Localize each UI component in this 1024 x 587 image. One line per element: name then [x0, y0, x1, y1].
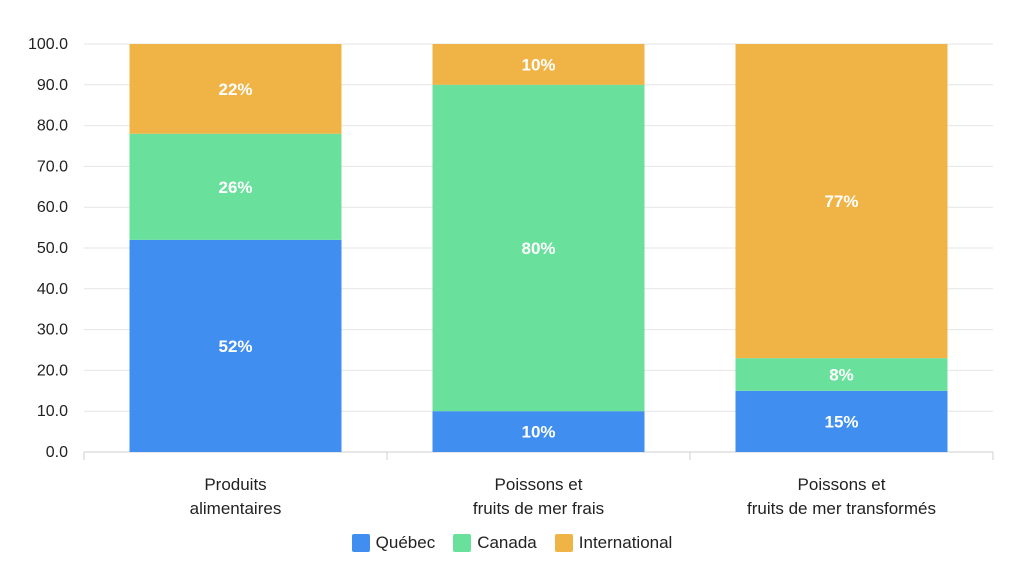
bar-segment[interactable]: [129, 133, 342, 240]
legend-swatch-quebec: [351, 534, 370, 552]
legend-label-quebec: Québec: [375, 533, 436, 552]
x-category-label: fruits de mer frais: [473, 499, 604, 518]
data-label: 8%: [829, 365, 854, 384]
data-label: 26%: [218, 178, 252, 197]
y-tick-label: 30.0: [37, 322, 68, 339]
bar-segment[interactable]: [129, 239, 342, 452]
x-category-label: alimentaires: [190, 499, 282, 518]
data-label: 10%: [521, 423, 555, 442]
y-axis-ticks: 0.0 10.0 20.0 30.0 40.0 50.0 60.0 70.0 80.0 90.0 1…: [28, 36, 68, 461]
bar-segment[interactable]: [735, 44, 948, 359]
y-tick-label: 40.0: [37, 281, 68, 298]
bars: 52% 26% 22% 10% 80% 10% 15% 8% 77%: [129, 44, 948, 452]
x-axis: Produits alimentaires Poissons et fruits de…: [83, 452, 994, 518]
x-category-label: Produits: [204, 475, 266, 494]
bar-segment[interactable]: [432, 44, 645, 85]
data-label: 80%: [521, 239, 555, 258]
data-label: 10%: [521, 55, 555, 74]
y-tick-label: 90.0: [37, 77, 68, 94]
legend: Québec Canada International: [0, 533, 1024, 553]
legend-item-international[interactable]: International: [554, 533, 673, 553]
legend-item-quebec[interactable]: Québec: [351, 533, 436, 553]
y-tick-label: 50.0: [37, 240, 68, 257]
bar-segment[interactable]: [735, 390, 948, 452]
bar-segment[interactable]: [129, 44, 342, 134]
legend-swatch-international: [554, 534, 573, 552]
y-tick-label: 20.0: [37, 362, 68, 379]
legend-swatch-canada: [453, 534, 472, 552]
x-category-label: Poissons et: [798, 475, 886, 494]
x-category-label: Poissons et: [495, 475, 583, 494]
y-tick-label: 100.0: [28, 36, 68, 53]
data-label: 15%: [824, 412, 858, 431]
data-label: 22%: [218, 80, 252, 99]
data-label: 52%: [218, 337, 252, 356]
y-tick-label: 60.0: [37, 199, 68, 216]
legend-item-canada[interactable]: Canada: [453, 533, 537, 553]
legend-label-international: International: [578, 533, 673, 552]
bar-segment[interactable]: [432, 84, 645, 412]
y-tick-label: 80.0: [37, 118, 68, 135]
x-category-label: fruits de mer transformés: [747, 499, 936, 518]
bar-segment[interactable]: [735, 358, 948, 391]
legend-label-canada: Canada: [477, 533, 537, 552]
y-tick-label: 10.0: [37, 403, 68, 420]
data-label: 77%: [824, 192, 858, 211]
bar-segment[interactable]: [432, 411, 645, 452]
y-tick-label: 70.0: [37, 158, 68, 175]
y-tick-label: 0.0: [46, 444, 68, 461]
